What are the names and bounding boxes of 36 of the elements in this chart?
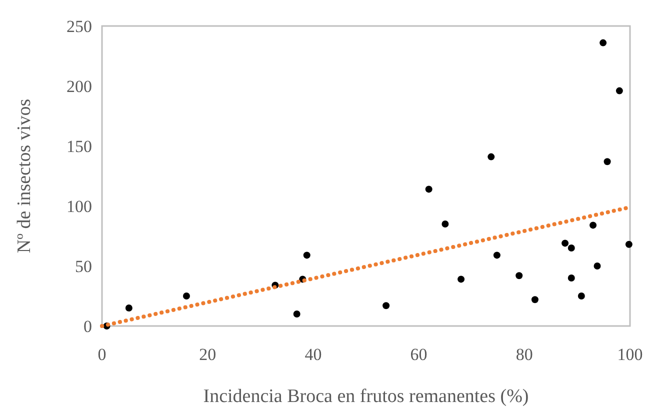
point [568, 274, 575, 282]
y-tick-label: 50 [75, 256, 92, 276]
y-tick-label: 150 [66, 136, 92, 156]
point [600, 39, 607, 46]
point [604, 158, 611, 166]
x-tick-label: 0 [98, 345, 106, 364]
point [293, 310, 300, 318]
point [458, 276, 465, 283]
x-tick-label: 80 [516, 345, 533, 364]
point [625, 240, 632, 248]
x-tick-label: 60 [410, 345, 428, 364]
y-tick-label: 0 [84, 316, 92, 336]
point [303, 252, 310, 259]
point [516, 272, 523, 280]
x-tick-label: 40 [304, 345, 322, 364]
point [182, 292, 190, 300]
point [590, 222, 597, 229]
point [125, 304, 132, 312]
point [594, 262, 601, 270]
point [425, 186, 432, 193]
y-tick-label: 200 [66, 76, 92, 96]
point [578, 292, 585, 300]
y-tick-label: 250 [66, 16, 92, 36]
point [382, 302, 390, 310]
point [616, 87, 623, 94]
x-tick-label: 20 [199, 345, 216, 364]
x-tick-label: 100 [617, 345, 643, 364]
x-axis-title: Incidencia Broca en frutos remanentes (%) [203, 386, 529, 407]
point [488, 153, 495, 160]
point [562, 240, 569, 247]
point [568, 244, 575, 252]
point [531, 296, 538, 304]
point [442, 220, 449, 228]
y-tick-label: 100 [66, 196, 92, 216]
point [493, 252, 500, 259]
y-axis-title: Nº de insectos vivos [14, 98, 35, 254]
